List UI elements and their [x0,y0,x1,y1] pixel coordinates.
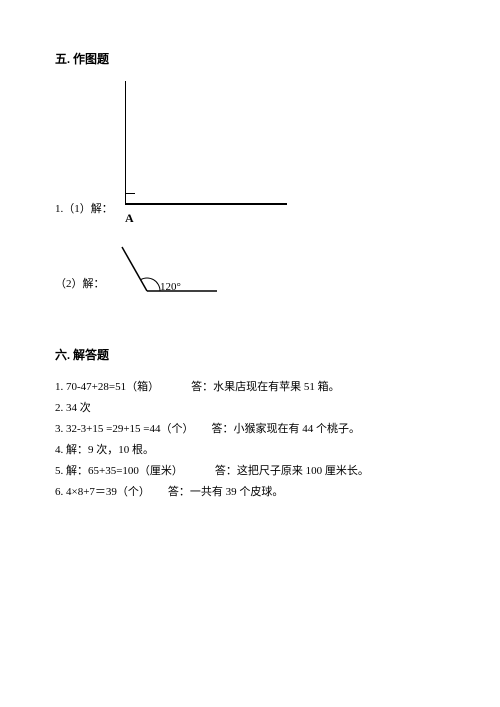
section-6-title: 六. 解答题 [55,346,450,365]
right-angle-diagram [125,81,365,211]
answer-reply: 答：这把尺子原来 100 厘米长。 [215,465,369,477]
answer-reply: 答：水果店现在有苹果 51 箱。 [191,381,340,393]
answer-calc: 1. 70-47+28=51（箱） [55,381,159,393]
answer-line-6: 6. 4×8+7＝39（个） 答：一共有 39 个皮球。 [55,482,450,503]
answer-calc: 4. 解：9 次，10 根。 [55,444,154,456]
point-a-label: A [125,209,134,228]
answer-reply: 答：小猴家现在有 44 个桃子。 [211,423,360,435]
right-angle-mark [125,193,135,203]
answer-line-1: 1. 70-47+28=51（箱） 答：水果店现在有苹果 51 箱。 [55,377,450,398]
item-1-2-label: （2）解： [55,276,105,294]
answer-calc: 2. 34 次 [55,402,91,414]
answer-line-4: 4. 解：9 次，10 根。 [55,440,450,461]
answer-line-3: 3. 32-3+15 =29+15 =44（个） 答：小猴家现在有 44 个桃子。 [55,419,450,440]
section-6-container: 六. 解答题 1. 70-47+28=51（箱） 答：水果店现在有苹果 51 箱。… [55,346,450,503]
answer-calc: 5. 解：65+35=100（厘米） [55,465,183,477]
angle-120-label: 120° [160,279,181,297]
section-5-title: 五. 作图题 [55,50,450,69]
answer-reply: 答：一共有 39 个皮球。 [168,486,284,498]
answer-line-5: 5. 解：65+35=100（厘米） 答：这把尺子原来 100 厘米长。 [55,461,450,482]
answer-calc: 6. 4×8+7＝39（个） [55,486,150,498]
diagram-1-container: 1.（1）解： A [55,81,450,221]
answer-line-2: 2. 34 次 [55,398,450,419]
item-1-1-label: 1.（1）解： [55,201,113,219]
diagram-2-container: （2）解： 120° [55,241,450,321]
answer-calc: 3. 32-3+15 =29+15 =44（个） [55,423,193,435]
